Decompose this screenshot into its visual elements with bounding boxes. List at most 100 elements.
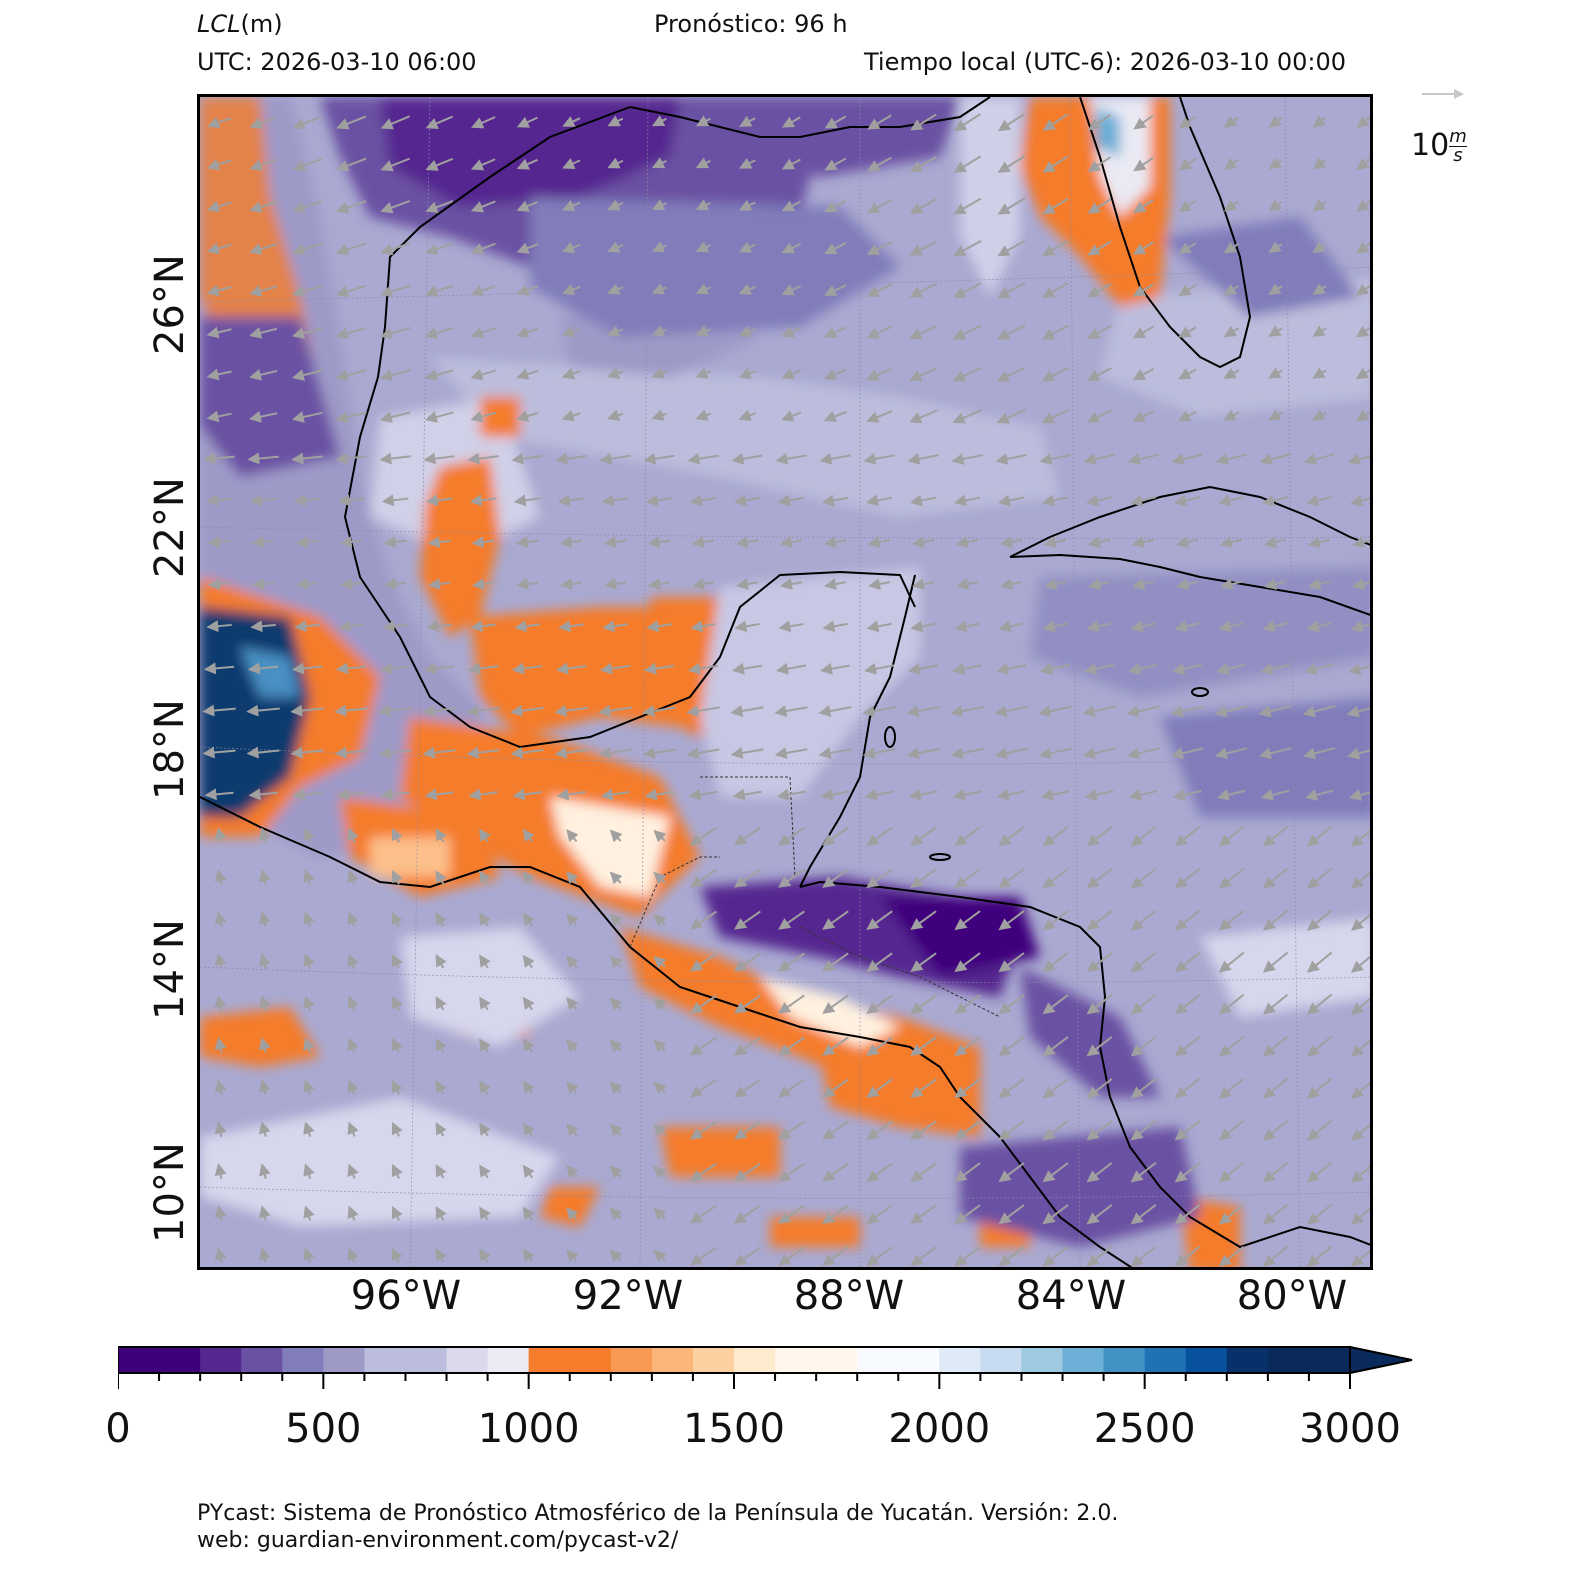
- wind-arrow: [600, 788, 630, 801]
- wind-arrow: [910, 910, 937, 931]
- wind-arrow: [1170, 705, 1204, 718]
- wind-arrow: [1306, 494, 1333, 507]
- wind-arrow: [779, 536, 803, 548]
- wind-arrow: [1042, 1204, 1069, 1225]
- wind-arrow: [647, 536, 671, 548]
- wind-arrow: [1218, 951, 1245, 973]
- wind-arrow: [1306, 1203, 1333, 1225]
- wind-arrow: [249, 368, 278, 381]
- wind-arrow: [206, 200, 232, 213]
- wind-arrow: [953, 197, 982, 215]
- wind-arrow: [653, 1165, 667, 1179]
- wind-arrow: [206, 326, 232, 339]
- wind-arrow: [207, 578, 231, 590]
- wind-arrow: [866, 325, 893, 339]
- wind-arrow: [642, 746, 676, 759]
- wind-arrow: [781, 242, 802, 254]
- wind-arrow: [998, 868, 1025, 889]
- wind-arrow: [734, 1120, 761, 1140]
- wind-arrow: [607, 199, 624, 211]
- wind-arrow: [1304, 663, 1335, 675]
- wind-arrow: [998, 620, 1024, 633]
- wind-arrow: [1262, 1203, 1289, 1225]
- wind-arrow: [522, 870, 535, 885]
- wind-arrow: [1171, 453, 1203, 465]
- wind-arrow: [249, 116, 277, 129]
- wind-arrow: [214, 1247, 227, 1264]
- wind-arrow: [822, 994, 849, 1014]
- wind-arrow: [910, 1036, 937, 1057]
- wind-arrow: [866, 1120, 893, 1140]
- wind-arrow: [823, 410, 847, 423]
- wind-arrow: [479, 996, 491, 1011]
- wind-arrow: [1350, 1039, 1370, 1057]
- wind-arrow: [522, 1248, 535, 1263]
- wind-arrow: [1086, 826, 1113, 847]
- wind-arrow: [867, 114, 892, 130]
- wind-arrow: [1040, 663, 1071, 675]
- colorbar-cell: [1103, 1347, 1146, 1373]
- wind-arrow: [1306, 825, 1333, 847]
- wind-arrow: [513, 494, 541, 507]
- wind-arrow: [1086, 367, 1112, 381]
- wind-arrow: [292, 200, 323, 214]
- wind-arrow: [609, 1123, 623, 1137]
- wind-arrow: [1087, 536, 1111, 548]
- wind-arrow: [687, 662, 719, 675]
- wind-arrow: [423, 452, 455, 465]
- wind-arrow: [202, 746, 236, 759]
- wind-arrow: [1128, 788, 1158, 801]
- colorbar-tick-label: 3000: [1299, 1406, 1401, 1452]
- lon-label-80w: 80°W: [1236, 1273, 1348, 1319]
- wind-arrow: [435, 1248, 447, 1263]
- wind-arrow: [1223, 283, 1240, 296]
- wind-arrow: [952, 409, 983, 424]
- wind-arrow: [1262, 909, 1289, 931]
- wind-arrow: [561, 367, 581, 380]
- wind-arrow: [1218, 1035, 1245, 1057]
- wind-arrow: [510, 746, 544, 759]
- wind-arrow: [781, 368, 802, 380]
- wind-arrow: [1350, 1081, 1370, 1099]
- wind-arrow: [479, 828, 491, 843]
- wind-arrow: [607, 115, 624, 127]
- wind-arrow: [479, 1206, 491, 1221]
- wind-arrow: [435, 996, 447, 1011]
- colorbar-cell: [651, 1347, 694, 1373]
- wind-arrow: [866, 994, 893, 1014]
- wind-arrow: [1312, 325, 1327, 337]
- wind-arrow: [258, 1037, 271, 1054]
- wind-arrow: [1130, 993, 1157, 1015]
- wind-arrow: [998, 1246, 1025, 1267]
- wind-arrow: [391, 1163, 403, 1179]
- wind-arrow: [380, 115, 410, 130]
- colorbar-tick-label: 0: [105, 1406, 131, 1452]
- wind-arrow: [522, 828, 535, 843]
- wind-arrow: [522, 1122, 535, 1137]
- wind-arrow: [1352, 536, 1370, 548]
- colorbar-tick-label: 500: [285, 1406, 362, 1452]
- wind-arrow: [606, 409, 624, 421]
- wind-arrow: [822, 1120, 849, 1140]
- wind-arrow: [1041, 324, 1069, 340]
- wind-arrow: [1350, 1249, 1370, 1267]
- wind-arrow: [953, 113, 982, 132]
- wind-arrow: [1082, 705, 1116, 718]
- wind-arrow: [998, 994, 1025, 1015]
- wind-arrow: [339, 536, 363, 549]
- colorbar-cell: [1308, 1347, 1351, 1373]
- wind-arrow: [1174, 825, 1201, 847]
- wind-arrow: [1132, 241, 1154, 255]
- wind-arrow: [1355, 367, 1370, 380]
- colorbar-cell: [692, 1347, 735, 1373]
- wind-arrow: [1086, 1204, 1113, 1225]
- wind-arrow: [1174, 1035, 1201, 1057]
- wind-arrow: [425, 157, 454, 171]
- wind-arrow: [303, 1205, 315, 1221]
- wind-arrow: [303, 911, 315, 927]
- wind-arrow: [1086, 952, 1113, 973]
- wind-arrow: [1347, 747, 1370, 760]
- wind-arrow: [1263, 536, 1287, 548]
- wind-arrow: [470, 285, 496, 297]
- colorbar-cell: [1226, 1347, 1269, 1373]
